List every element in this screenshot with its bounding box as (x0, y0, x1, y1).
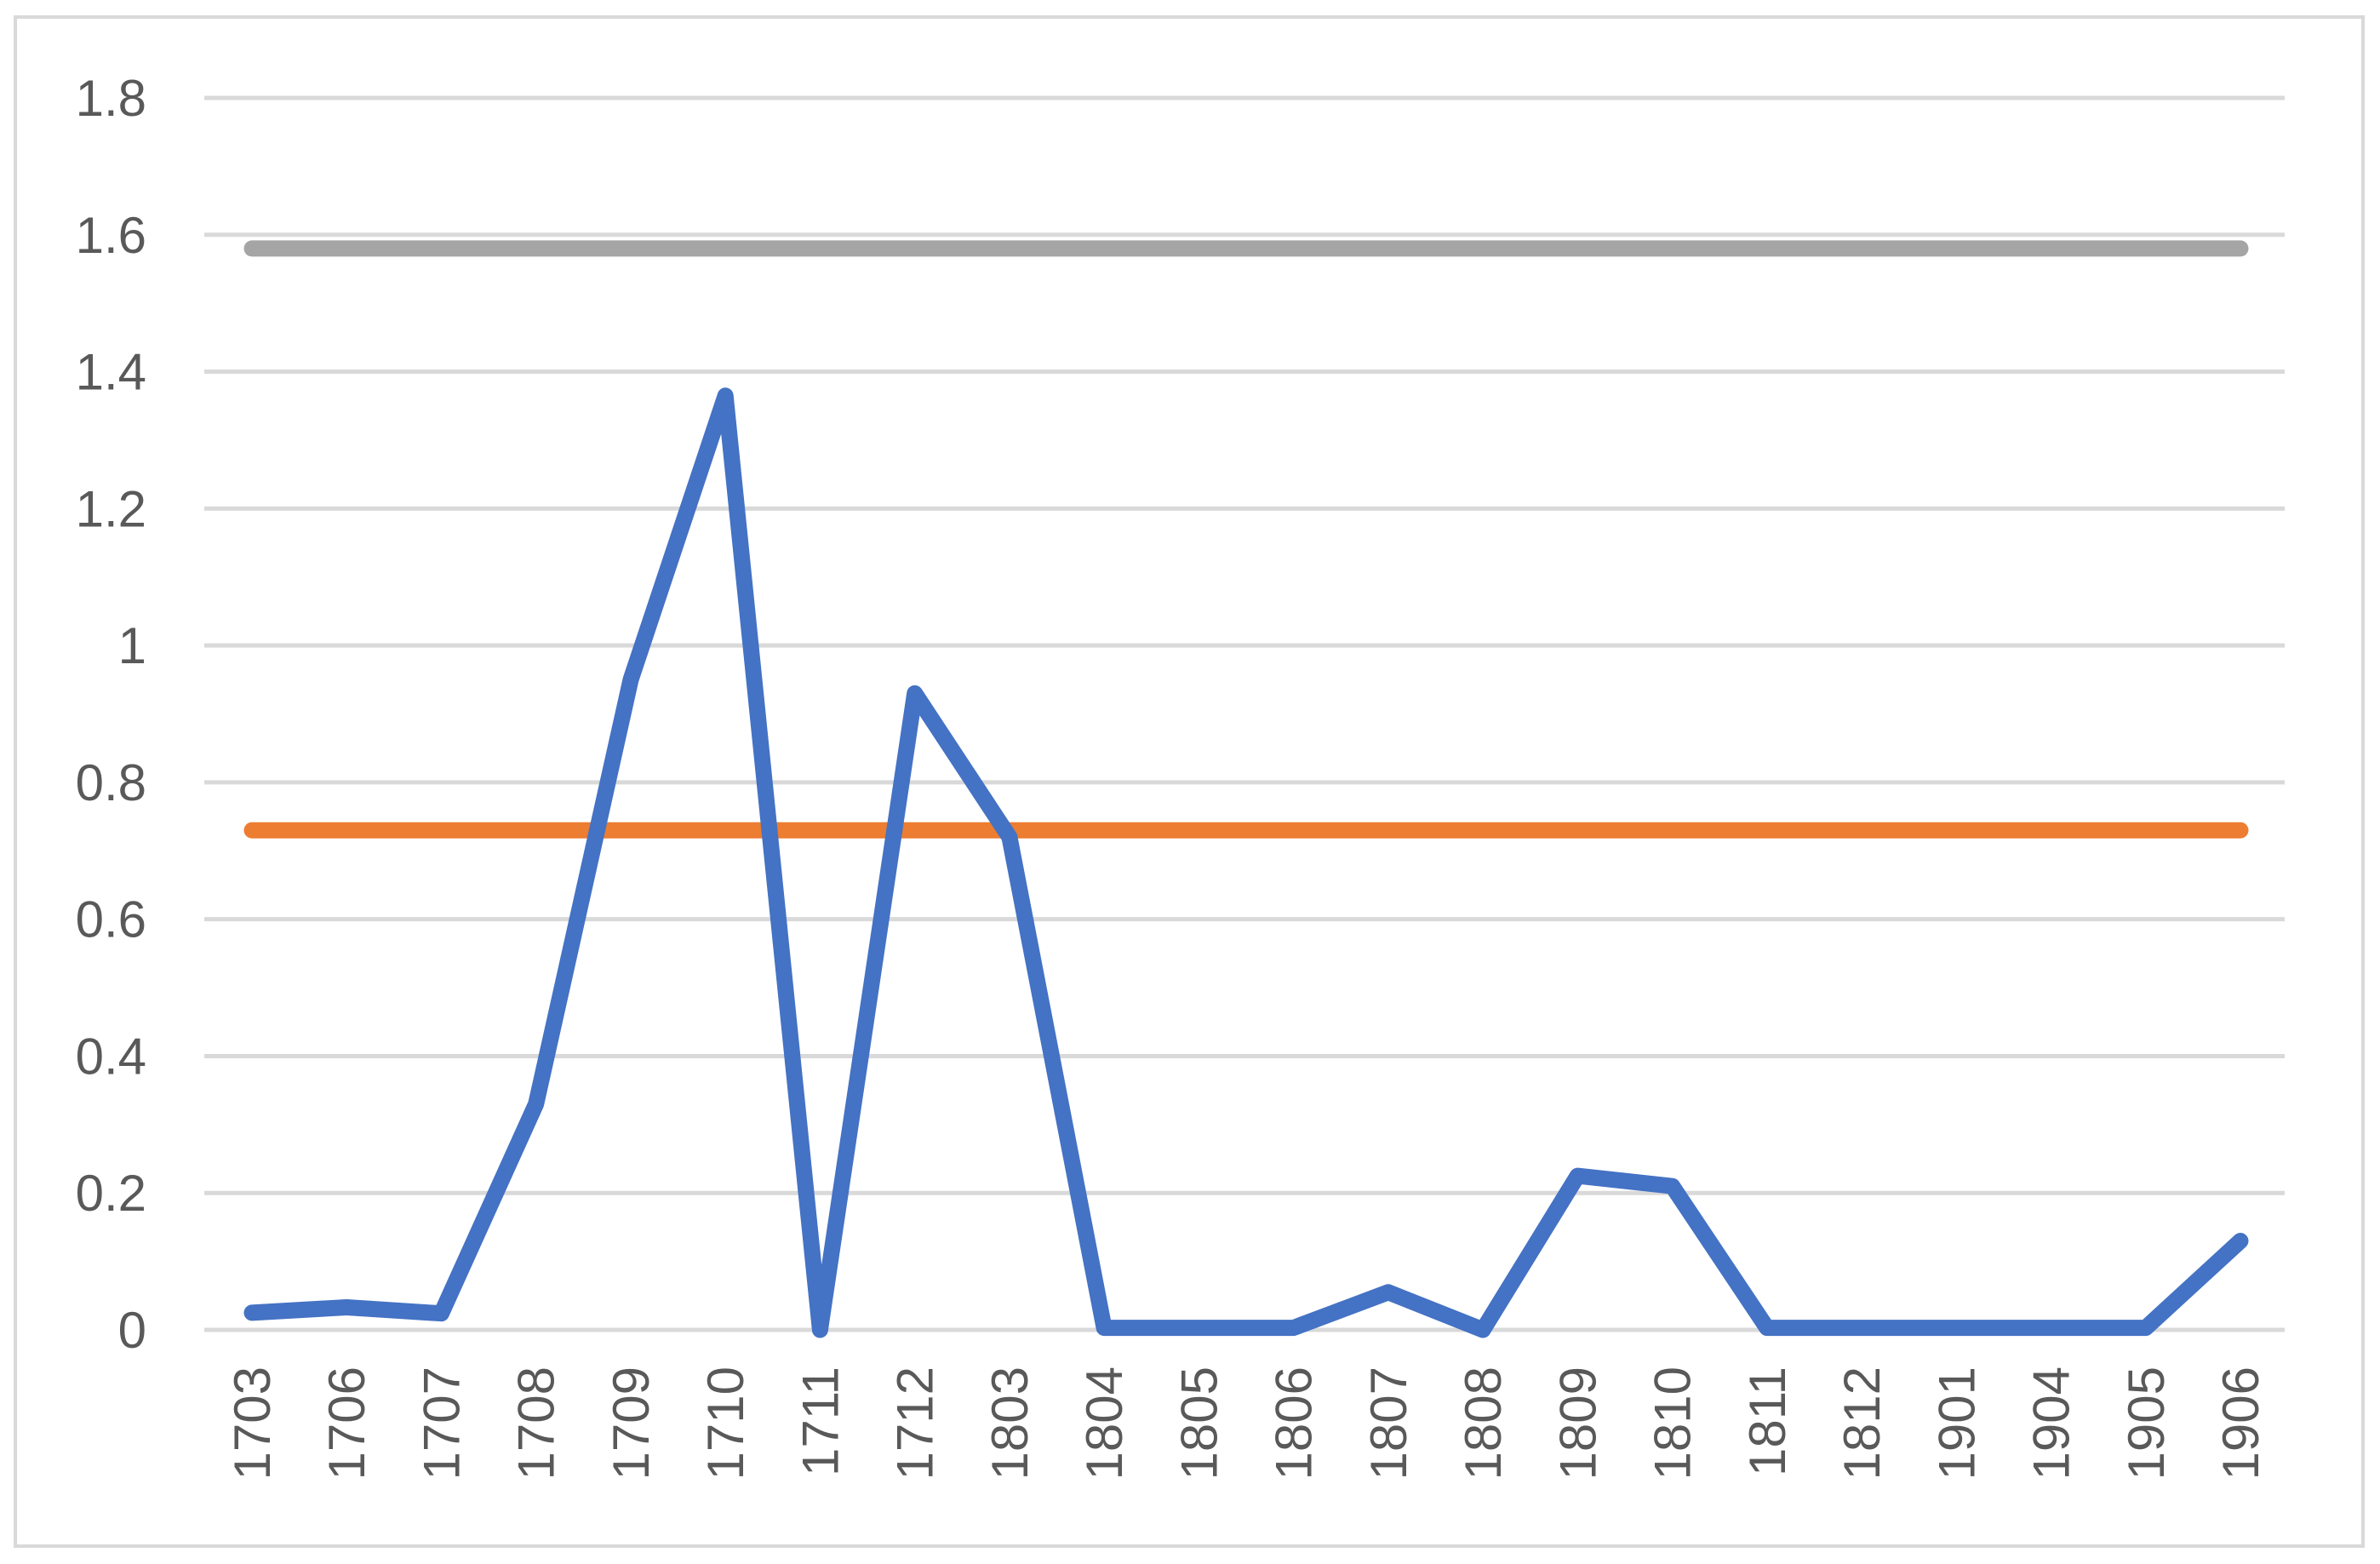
x-tick-label: 1709 (603, 1366, 660, 1480)
y-tick-label: 0 (118, 1302, 146, 1359)
x-tick-label: 1809 (1549, 1366, 1606, 1480)
x-tick-label: 1906 (2212, 1366, 2269, 1480)
x-tick-label: 1803 (981, 1366, 1038, 1480)
x-tick-label: 1811 (1739, 1366, 1796, 1476)
x-tick-label: 1804 (1076, 1366, 1133, 1480)
y-tick-label: 0.8 (76, 754, 146, 811)
x-tick-label: 1901 (1928, 1366, 1985, 1480)
x-tick-label: 1807 (1360, 1366, 1417, 1480)
x-tick-label: 1805 (1170, 1366, 1227, 1480)
y-tick-label: 1.8 (76, 70, 146, 127)
y-tick-label: 0.4 (76, 1028, 146, 1085)
y-tick-label: 1.4 (76, 344, 146, 401)
x-axis-tick-labels: 1703 1706 1707 1708 1709 1710 1711 1712 1803 1804… (224, 1366, 2269, 1480)
x-tick-label: 1703 (224, 1366, 281, 1480)
x-tick-label: 1812 (1834, 1366, 1891, 1480)
y-tick-label: 1.6 (76, 207, 146, 264)
x-tick-label: 1808 (1455, 1366, 1512, 1480)
y-tick-label: 0.6 (76, 891, 146, 948)
x-tick-label: 1806 (1266, 1366, 1323, 1480)
x-tick-label: 1810 (1645, 1366, 1702, 1480)
y-tick-label: 1 (118, 617, 146, 674)
x-tick-label: 1706 (318, 1366, 375, 1480)
y-tick-label: 1.2 (76, 480, 146, 537)
series-lines (243, 240, 2249, 1338)
y-tick-label: 0.2 (76, 1165, 146, 1222)
x-tick-label: 1708 (508, 1366, 565, 1480)
series-line-1 (243, 387, 2249, 1338)
x-tick-label: 1711 (792, 1366, 849, 1476)
y-axis-tick-labels: 0 0.2 0.4 0.6 0.8 1 1.2 1.4 1.6 1.8 (76, 70, 146, 1359)
x-tick-label: 1904 (2023, 1366, 2080, 1480)
x-tick-label: 1712 (887, 1366, 944, 1480)
x-tick-label: 1707 (413, 1366, 470, 1480)
x-tick-label: 1905 (2118, 1366, 2175, 1480)
x-tick-label: 1710 (697, 1366, 754, 1480)
